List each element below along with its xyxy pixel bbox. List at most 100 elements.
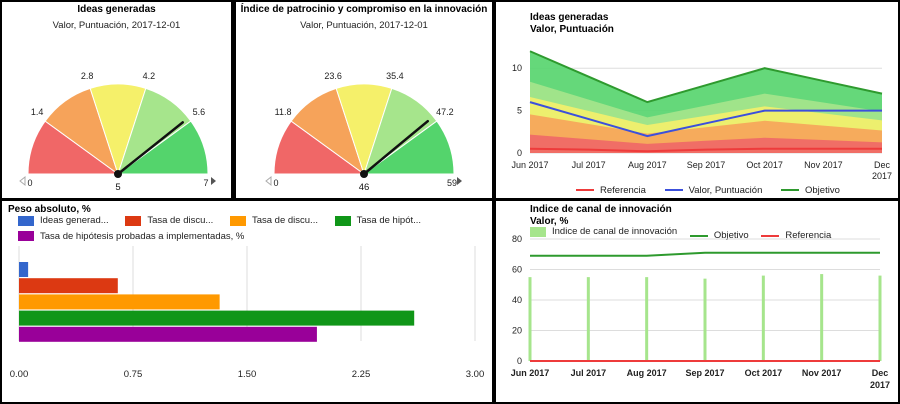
legend-tasa-hipotesis-probadas: Tasa de hipótesis probadas a implementad… xyxy=(18,230,244,243)
legend-indice: Indice de canal de innovación xyxy=(530,226,677,237)
canal-chart-legend: Indice de canal de innovación Objetivo R… xyxy=(530,226,847,241)
y-tick-label: 5 xyxy=(517,106,522,116)
x-tick-label: Nov 2017 xyxy=(804,160,843,170)
gauge1-svg: 0 1.4 2.8 4.2 5.6 7 5 xyxy=(19,71,216,193)
x-tick-label: Sep 2017 xyxy=(685,368,724,378)
y-tick-label: 0 xyxy=(517,148,522,158)
y-tick-label: 10 xyxy=(512,63,522,73)
gauge-min-marker xyxy=(265,175,272,187)
y-tick-label: 0 xyxy=(517,356,522,366)
x-tick-label: 2.25 xyxy=(352,369,371,380)
gauge-needle-hub xyxy=(114,170,122,178)
area-title-line: Ideas generadas xyxy=(530,12,609,23)
legend-tasa-hipot: Tasa de hipót... xyxy=(334,214,421,227)
gauge-max-marker xyxy=(211,177,216,185)
gauge-tick-label: 35.4 xyxy=(386,71,404,81)
x-tick-label: 3.00 xyxy=(466,369,485,380)
indice-bar xyxy=(878,275,882,361)
canal-subtitle-line: Valor, % xyxy=(530,216,569,227)
bar xyxy=(19,326,317,342)
objetivo-line xyxy=(530,251,880,257)
indice-bar xyxy=(820,274,824,361)
gauge-needle xyxy=(362,119,429,176)
indice-bar xyxy=(586,277,590,361)
area-chart-svg: 0 5 10 Jun 2017 Jul 2017 Aug 2017 Sep 2017 Oct … xyxy=(511,50,892,181)
legend-tasa-discu-2: Tasa de discu... xyxy=(229,214,318,227)
x-tick-label: Nov 2017 xyxy=(802,368,842,378)
area-chart-legend: Referencia Valor, Puntuación Objetivo xyxy=(576,183,856,196)
canal-title-line: Indice de canal de innovación xyxy=(530,204,672,215)
gauge-tick-label: 5.6 xyxy=(193,107,206,117)
bar-chart-legend: Ideas generad... Tasa de discu... Tasa d… xyxy=(18,214,488,245)
gauge-needle xyxy=(116,121,184,176)
x-tick-label-2: 2017 xyxy=(872,171,892,181)
gauge1-subtitle: Valor, Puntuación, 2017-12-01 xyxy=(52,20,181,31)
gauge2-svg: 0 11.8 23.6 35.4 47.2 59 46 xyxy=(265,71,462,193)
legend-tasa-discu-1: Tasa de discu... xyxy=(125,214,213,227)
gauge1-title: Ideas generadas xyxy=(77,4,156,15)
legend-canal-referencia: Referencia xyxy=(761,230,831,241)
ideas-area-chart-panel: Ideas generadas Valor, Puntuación 0 5 10 Ju… xyxy=(496,2,898,198)
gauge-tick-label: 47.2 xyxy=(436,107,454,117)
y-tick-label: 60 xyxy=(512,265,522,275)
bar xyxy=(19,310,415,326)
gauge-segment xyxy=(362,120,455,175)
indice-bar xyxy=(645,277,649,361)
x-tick-label-2: 2017 xyxy=(870,380,890,390)
gauge-tick-label: 0 xyxy=(27,178,32,188)
x-tick-label: 1.50 xyxy=(238,369,257,380)
x-tick-label: Jun 2017 xyxy=(511,160,548,170)
x-tick-label: Jul 2017 xyxy=(572,160,606,170)
gauge-tick-label: 2.8 xyxy=(81,71,94,81)
x-tick-label: Aug 2017 xyxy=(627,368,667,378)
canal-innovacion-panel: Indice de canal de innovación Valor, % I… xyxy=(496,201,898,402)
indice-bar xyxy=(703,278,707,361)
x-tick-label: Oct 2017 xyxy=(745,368,783,378)
x-tick-label: 0.75 xyxy=(124,369,143,380)
x-tick-label: Oct 2017 xyxy=(746,160,783,170)
indice-bar xyxy=(761,275,765,361)
gauge-max-marker xyxy=(457,177,462,185)
gauge-tick-label: 4.2 xyxy=(143,71,156,81)
gauge-panel-ideas: Ideas generadas Valor, Puntuación, 2017-… xyxy=(2,2,231,198)
legend-referencia: Referencia xyxy=(576,185,646,196)
gauge2-title: Índice de patrocinio y compromiso en la … xyxy=(240,4,488,15)
x-tick-label: Jul 2017 xyxy=(571,368,607,378)
y-tick-label: 80 xyxy=(512,234,522,244)
canal-chart-title: Indice de canal de innovación Valor, % xyxy=(530,204,672,228)
canal-chart-svg: 0 20 40 60 80 Jun 2017 Jul 2017 Aug 2017 Sep 201… xyxy=(511,234,890,390)
legend-ideas: Ideas generad... xyxy=(18,214,109,227)
gauge2-subtitle: Valor, Puntuación, 2017-12-01 xyxy=(300,20,428,31)
peso-absoluto-panel: Peso absoluto, % Ideas generad... Tasa d… xyxy=(2,201,492,402)
gauge-value: 46 xyxy=(359,182,370,193)
gauge-tick-label: 59 xyxy=(447,178,457,188)
gauge-tick-label: 7 xyxy=(203,178,208,188)
gauge-tick-label: 23.6 xyxy=(324,71,342,81)
bar-chart-title: Peso absoluto, % xyxy=(8,204,91,215)
objetivo-line xyxy=(529,50,883,104)
x-tick-label: Aug 2017 xyxy=(628,160,667,170)
gauge-tick-label: 11.8 xyxy=(275,107,292,117)
bar xyxy=(19,262,29,277)
y-tick-label: 40 xyxy=(512,295,522,305)
x-tick-label: Sep 2017 xyxy=(687,160,726,170)
referencia-line xyxy=(529,147,882,153)
x-tick-label: Dec xyxy=(872,368,889,378)
gauge-needle-hub xyxy=(360,170,368,178)
legend-canal-objetivo: Objetivo xyxy=(689,230,749,241)
gauge-segment xyxy=(116,120,209,175)
gauge-min-marker xyxy=(19,175,26,187)
area-chart-title: Ideas generadas Valor, Puntuación xyxy=(530,12,614,36)
indice-bar xyxy=(528,277,532,361)
bar xyxy=(19,278,118,294)
gauge-value: 5 xyxy=(115,182,120,193)
y-tick-label: 20 xyxy=(512,326,522,336)
x-tick-label: 0.00 xyxy=(10,369,29,380)
x-tick-label: Dec xyxy=(874,160,891,170)
area-subtitle-line: Valor, Puntuación xyxy=(530,24,614,35)
x-tick-label: Jun 2017 xyxy=(511,368,550,378)
gauge-panel-patrocinio: Índice de patrocinio y compromiso en la … xyxy=(236,2,492,198)
bar xyxy=(19,294,220,310)
gauge-tick-label: 1.4 xyxy=(31,107,44,117)
gauge-tick-label: 0 xyxy=(273,178,278,188)
